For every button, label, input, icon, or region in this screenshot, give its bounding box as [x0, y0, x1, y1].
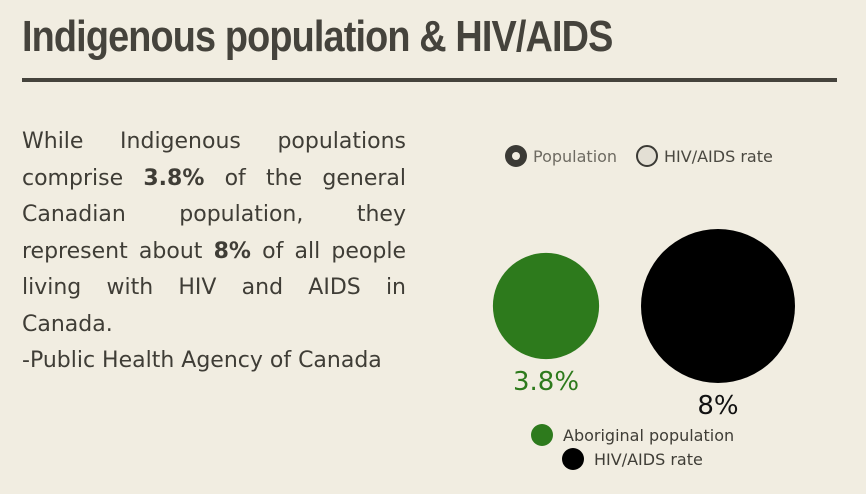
- bubble-label-hiv-rate: 8%: [697, 391, 738, 421]
- source-citation: -Public Health Agency of Canada: [22, 348, 382, 373]
- bubble-aboriginal-population: [492, 252, 600, 360]
- legend-label-aboriginal-population: Aboriginal population: [563, 425, 735, 445]
- toggle-population[interactable]: Population: [505, 145, 617, 167]
- description-text: While Indigenous populations comprise 3.…: [22, 124, 406, 380]
- toggle-hiv-rate-label: HIV/AIDS rate: [664, 146, 773, 166]
- population-stat: 3.8%: [143, 165, 205, 191]
- hiv-stat: 8%: [213, 238, 251, 264]
- legend-label-hiv-rate: HIV/AIDS rate: [594, 449, 703, 469]
- radio-unselected-icon[interactable]: [636, 145, 658, 167]
- toggle-population-label: Population: [533, 146, 618, 166]
- title-underline: [22, 78, 837, 82]
- description-part-2: of the general Canadian population, they…: [22, 165, 406, 264]
- legend-item-hiv-rate: HIV/AIDS rate: [562, 448, 703, 470]
- page-title: Indigenous population & HIV/AIDS: [22, 12, 613, 61]
- bubble-label-aboriginal-population: 3.8%: [513, 367, 579, 397]
- toggle-hiv-rate[interactable]: HIV/AIDS rate: [636, 145, 773, 167]
- description-part-3: of all people living with HIV and AIDS i…: [22, 238, 407, 337]
- legend-dot-icon: [531, 424, 553, 446]
- radio-selected-icon[interactable]: [505, 145, 527, 167]
- legend-dot-icon: [562, 448, 584, 470]
- legend-item-aboriginal-population: Aboriginal population: [531, 424, 734, 446]
- description-part-1: While Indigenous populations comprise: [22, 129, 406, 191]
- bubble-hiv-rate: [641, 229, 795, 383]
